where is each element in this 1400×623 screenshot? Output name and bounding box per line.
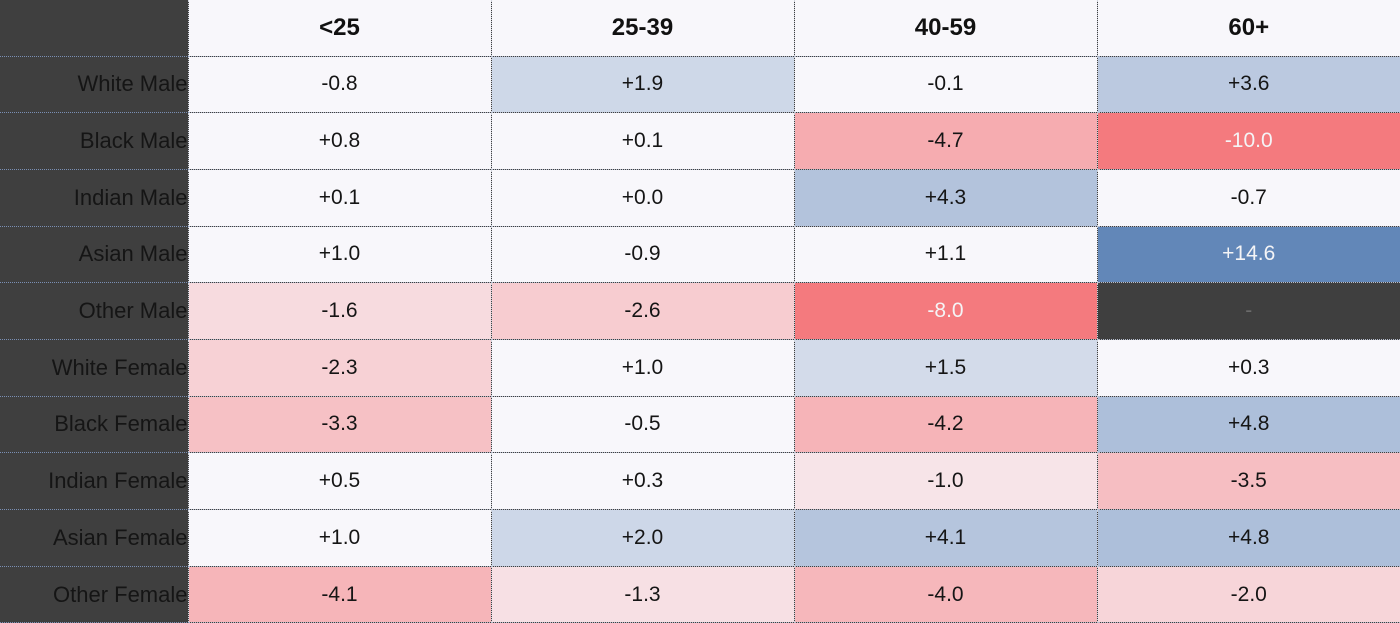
row-label-white-female: White Female [0, 339, 188, 397]
heatmap-cell: +1.5 [793, 339, 1097, 397]
heatmap-cell: -0.8 [187, 56, 491, 114]
row-label-black-female: Black Female [0, 396, 188, 454]
heatmap-cell: +14.6 [1096, 226, 1400, 284]
table-row: Asian Male +1.0 -0.9 +1.1 +14.6 [0, 226, 1400, 284]
row-label-black-male: Black Male [0, 112, 188, 170]
heatmap-cell: +1.9 [490, 56, 794, 114]
heatmap-cell: -1.3 [490, 566, 794, 623]
heatmap-cell: -2.0 [1096, 566, 1400, 623]
heatmap-cell: -10.0 [1096, 112, 1400, 170]
table-row: Other Male -1.6 -2.6 -8.0- [0, 282, 1400, 340]
heatmap-body: White Male -0.8 +1.9 -0.1 +3.6 Black Male +0.8… [0, 56, 1400, 623]
table-row: Asian Female +1.0 +2.0 +4.1 +4.8 [0, 509, 1400, 567]
row-label-white-male: White Male [0, 56, 188, 114]
row-label-asian-female: Asian Female [0, 509, 188, 567]
heatmap-cell: +0.3 [1096, 339, 1400, 397]
heatmap-cell: -0.5 [490, 396, 794, 454]
table-row: White Female -2.3 +1.0 +1.5 +0.3 [0, 339, 1400, 397]
heatmap-cell: -4.1 [187, 566, 491, 623]
row-label-indian-female: Indian Female [0, 452, 188, 510]
heatmap-cell: +0.3 [490, 452, 794, 510]
heatmap-cell: -4.2 [793, 396, 1097, 454]
row-label-other-female: Other Female [0, 566, 188, 623]
heatmap-cell: -4.7 [793, 112, 1097, 170]
heatmap-cell: -8.0 [793, 282, 1097, 340]
heatmap-cell: -1.0 [793, 452, 1097, 510]
heatmap-cell: +0.0 [490, 169, 794, 227]
heatmap-cell: -2.3 [187, 339, 491, 397]
table-row: Black Female -3.3 -0.5 -4.2 +4.8 [0, 396, 1400, 454]
heatmap-cell: -4.0 [793, 566, 1097, 623]
column-header-25-39: 25-39 [490, 0, 794, 57]
heatmap-cell: - [1096, 282, 1400, 340]
heatmap-cell: +3.6 [1096, 56, 1400, 114]
heatmap-cell: +0.8 [187, 112, 491, 170]
heatmap-cell: -3.5 [1096, 452, 1400, 510]
row-label-other-male: Other Male [0, 282, 188, 340]
heatmap-cell: +1.0 [187, 509, 491, 567]
heatmap-cell: +0.1 [490, 112, 794, 170]
column-header-60-plus: 60+ [1096, 0, 1400, 57]
table-row: Indian Male +0.1 +0.0 +4.3 -0.7 [0, 169, 1400, 227]
heatmap-cell: +4.8 [1096, 396, 1400, 454]
heatmap-cell: +4.1 [793, 509, 1097, 567]
heatmap-cell: -3.3 [187, 396, 491, 454]
column-header-under-25: <25 [187, 0, 491, 57]
heatmap-cell: +0.1 [187, 169, 491, 227]
heatmap-cell: +1.0 [187, 226, 491, 284]
table-row: Other Female -4.1 -1.3 -4.0 -2.0 [0, 566, 1400, 623]
heatmap-cell: -0.9 [490, 226, 794, 284]
heatmap-cell: +2.0 [490, 509, 794, 567]
heatmap-cell: +4.3 [793, 169, 1097, 227]
heatmap-cell: +1.1 [793, 226, 1097, 284]
heatmap-cell: -0.7 [1096, 169, 1400, 227]
table-row: Indian Female +0.5 +0.3 -1.0 -3.5 [0, 452, 1400, 510]
row-label-indian-male: Indian Male [0, 169, 188, 227]
column-header-40-59: 40-59 [793, 0, 1097, 57]
table-row: Black Male +0.8 +0.1 -4.7 -10.0 [0, 112, 1400, 170]
row-label-asian-male: Asian Male [0, 226, 188, 284]
table-row: White Male -0.8 +1.9 -0.1 +3.6 [0, 56, 1400, 114]
heatmap-cell: -2.6 [490, 282, 794, 340]
heatmap-cell: +1.0 [490, 339, 794, 397]
heatmap-cell: +4.8 [1096, 509, 1400, 567]
heatmap-cell: +0.5 [187, 452, 491, 510]
heatmap-cell: -0.1 [793, 56, 1097, 114]
corner-cell [0, 0, 188, 57]
header-row: <25 25-39 40-59 60+ [0, 0, 1400, 57]
heatmap-cell: -1.6 [187, 282, 491, 340]
